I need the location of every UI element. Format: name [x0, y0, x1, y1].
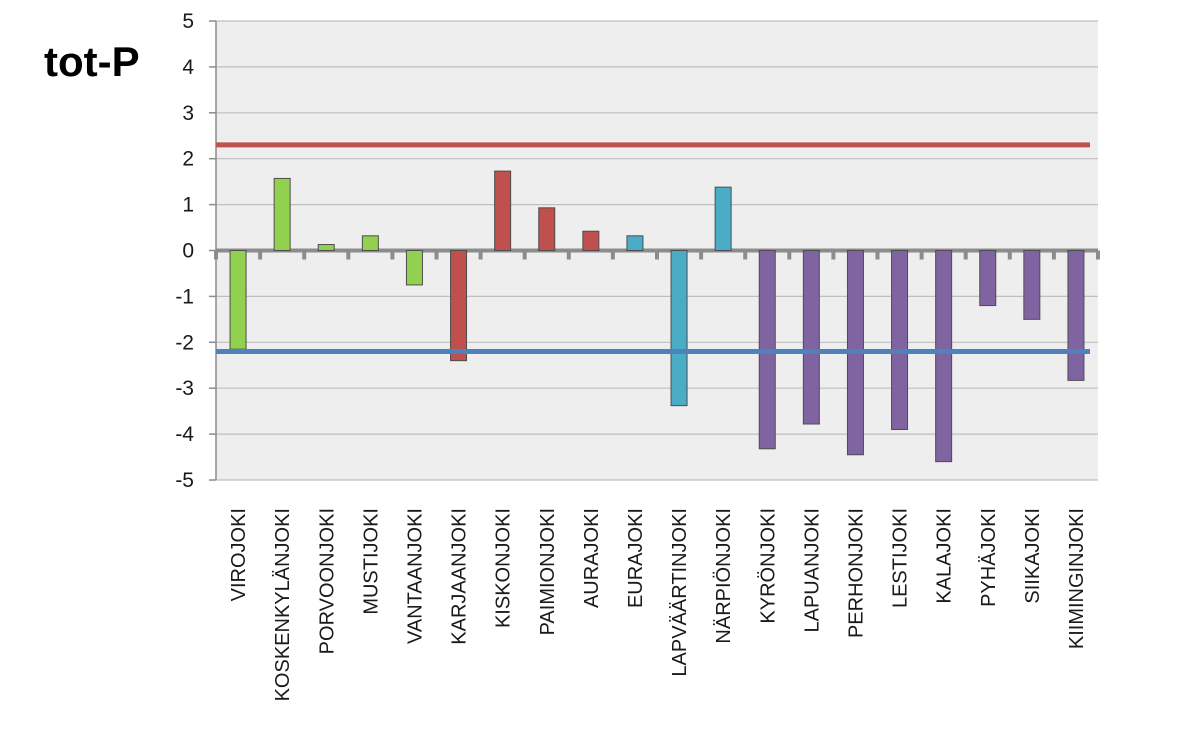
x-tick-label: PORVOONJOKI — [316, 508, 338, 654]
bar — [361, 235, 379, 251]
bar — [273, 177, 291, 251]
x-tick-label: KOSKENKYLÄNJOKI — [272, 508, 294, 701]
y-tick-label: 3 — [182, 102, 194, 125]
x-tick-label: SIIKAJOKI — [1022, 508, 1044, 604]
bar — [1067, 250, 1085, 381]
bar — [802, 250, 820, 425]
y-tick-label: 5 — [182, 10, 194, 33]
bar — [670, 250, 688, 407]
bar — [405, 250, 423, 286]
x-tick-label: VIROJOKI — [228, 508, 250, 601]
y-tick-label: -4 — [175, 423, 194, 446]
labels: 5 4 3 2 1 0 -1 -2 -3 -4 -5 VIROJOKI KOSKENKYLÄNJOKI P… — [175, 10, 1088, 701]
x-tick-label: AURAJOKI — [581, 508, 603, 608]
bar — [979, 250, 997, 307]
x-tick-label: PAIMIONJOKI — [537, 508, 559, 635]
bar — [626, 235, 644, 251]
bar — [538, 207, 556, 252]
y-tick-label: -3 — [175, 377, 194, 400]
x-tick-label: KIIMINGINJOKI — [1066, 508, 1088, 649]
bar — [1023, 250, 1041, 320]
x-tick-label: EURAJOKI — [625, 508, 647, 608]
bar — [891, 250, 909, 431]
y-tick-label: 2 — [182, 148, 194, 171]
x-tick-label: PERHONJOKI — [845, 508, 867, 638]
y-tick-label: -1 — [175, 285, 194, 308]
y-tick-label: 0 — [182, 240, 194, 263]
x-tick-label: KISKONJOKI — [493, 508, 515, 628]
bar — [229, 250, 247, 350]
chart-title: tot-P — [44, 38, 140, 85]
bar — [317, 244, 335, 252]
x-tick-label: PYHÄJOKI — [978, 508, 1000, 607]
y-tick-label: 1 — [182, 194, 194, 217]
x-tick-label: VANTAANJOKI — [404, 508, 426, 644]
x-tick-label: LESTIJOKI — [890, 508, 912, 608]
x-tick-label: NÄRPIÖNJOKI — [713, 508, 735, 644]
x-tick-label: KYRÖNJOKI — [757, 508, 779, 624]
y-tick-label: -2 — [175, 331, 194, 354]
bar — [494, 170, 512, 251]
y-tick-label: -5 — [175, 469, 194, 492]
bar — [450, 250, 468, 362]
y-tick-label: 4 — [182, 56, 194, 79]
x-tick-label: LAPVÄÄRTINJOKI — [669, 508, 691, 677]
x-tick-label: KARJAANJOKI — [449, 508, 471, 645]
bar — [714, 186, 732, 252]
x-tick-label: LAPUANJOKI — [801, 508, 823, 632]
bar — [582, 230, 600, 251]
x-tick-label: KALAJOKI — [934, 508, 956, 604]
reference-lines — [216, 142, 1090, 354]
x-tick-label: MUSTIJOKI — [360, 508, 382, 615]
bar — [935, 250, 953, 463]
